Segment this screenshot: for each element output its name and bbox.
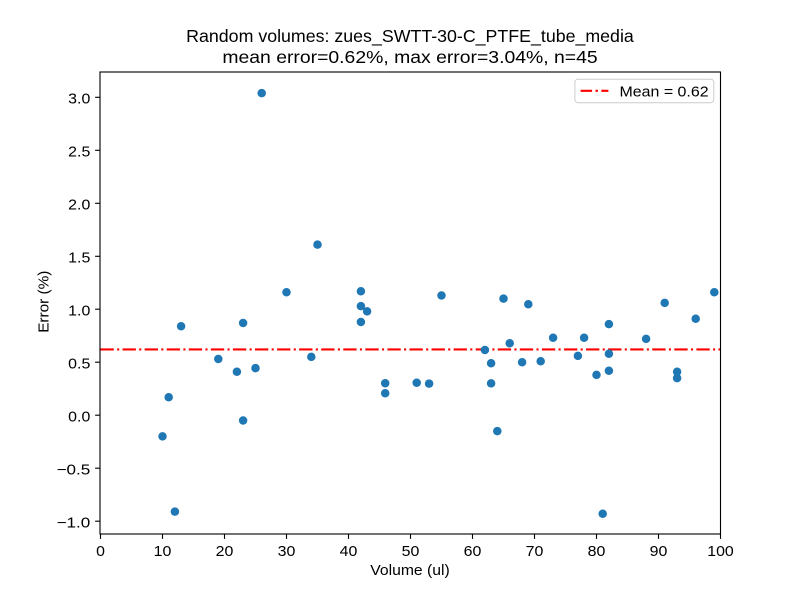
svg-text:80: 80	[588, 544, 606, 560]
svg-text:60: 60	[464, 544, 482, 560]
svg-text:Error (%): Error (%)	[37, 271, 53, 333]
svg-text:1.5: 1.5	[68, 250, 90, 266]
svg-text:2.5: 2.5	[68, 144, 90, 160]
svg-text:mean error=0.62%, max error=3.: mean error=0.62%, max error=3.04%, n=45	[222, 47, 597, 67]
svg-text:70: 70	[526, 544, 544, 560]
svg-text:100: 100	[707, 544, 734, 560]
svg-text:Random volumes: zues_SWTT-30-C: Random volumes: zues_SWTT-30-C_PTFE_tube…	[186, 26, 634, 47]
svg-text:2.0: 2.0	[68, 197, 90, 213]
svg-text:50: 50	[402, 544, 420, 560]
svg-text:0.5: 0.5	[68, 356, 90, 372]
svg-text:Volume (ul): Volume (ul)	[370, 563, 450, 579]
svg-text:−0.5: −0.5	[57, 462, 91, 478]
svg-text:30: 30	[278, 544, 296, 560]
svg-text:90: 90	[650, 544, 668, 560]
svg-text:3.0: 3.0	[68, 91, 90, 107]
svg-text:40: 40	[340, 544, 358, 560]
svg-text:Mean = 0.62: Mean = 0.62	[620, 85, 709, 101]
svg-text:−1.0: −1.0	[57, 515, 91, 531]
svg-text:10: 10	[154, 544, 172, 560]
svg-text:0.0: 0.0	[68, 409, 90, 425]
svg-text:20: 20	[216, 544, 234, 560]
svg-text:0: 0	[96, 544, 105, 560]
svg-text:1.0: 1.0	[68, 303, 90, 319]
